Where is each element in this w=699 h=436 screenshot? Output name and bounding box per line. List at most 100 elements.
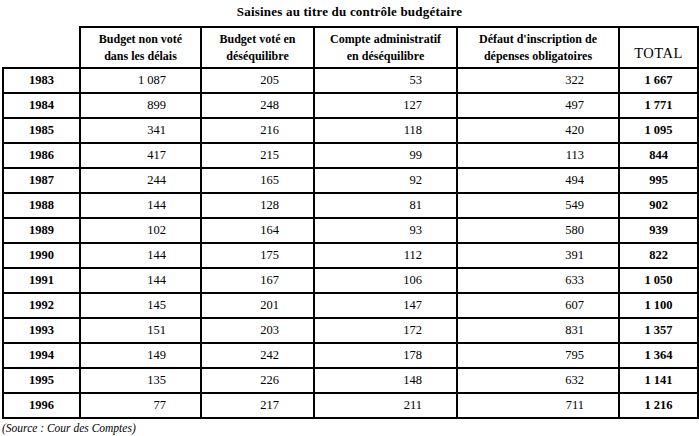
value-cell: 99	[314, 143, 457, 168]
value-cell: 217	[201, 393, 314, 418]
value-cell: 167	[201, 268, 314, 293]
value-cell: 341	[80, 118, 201, 143]
value-cell: 145	[80, 293, 201, 318]
table-row: 19951352261486321 141	[3, 368, 698, 393]
table-row: 19941492421787951 364	[3, 343, 698, 368]
total-cell: 902	[619, 193, 698, 218]
column-header-compte-administratif: Compte administratif en déséquilibre	[314, 27, 457, 68]
value-cell: 711	[457, 393, 619, 418]
value-cell: 144	[80, 243, 201, 268]
value-cell: 494	[457, 168, 619, 193]
year-cell: 1983	[3, 68, 80, 93]
year-cell: 1989	[3, 218, 80, 243]
year-cell: 1992	[3, 293, 80, 318]
value-cell: 607	[457, 293, 619, 318]
table-row: 19848992481274971 771	[3, 93, 698, 118]
value-cell: 244	[80, 168, 201, 193]
value-cell: 216	[201, 118, 314, 143]
year-cell: 1990	[3, 243, 80, 268]
value-cell: 148	[314, 368, 457, 393]
source-note: (Source : Cour des Comptes)	[2, 422, 699, 434]
value-cell: 106	[314, 268, 457, 293]
year-cell: 1995	[3, 368, 80, 393]
value-cell: 118	[314, 118, 457, 143]
total-cell: 939	[619, 218, 698, 243]
table-row: 198910216493580939	[3, 218, 698, 243]
value-cell: 205	[201, 68, 314, 93]
table-body: 19831 087205533221 66719848992481274971 …	[3, 68, 698, 418]
value-cell: 92	[314, 168, 457, 193]
year-cell: 1986	[3, 143, 80, 168]
table-row: 19853412161184201 095	[3, 118, 698, 143]
value-cell: 175	[201, 243, 314, 268]
value-cell: 93	[314, 218, 457, 243]
value-cell: 135	[80, 368, 201, 393]
total-cell: 1 100	[619, 293, 698, 318]
table-row: 1996772172117111 216	[3, 393, 698, 418]
corner-empty-cell	[3, 27, 80, 68]
value-cell: 420	[457, 118, 619, 143]
page-title: Saisines au titre du contrôle budgétaire	[0, 0, 699, 20]
total-cell: 1 050	[619, 268, 698, 293]
total-cell: 1 667	[619, 68, 698, 93]
value-cell: 203	[201, 318, 314, 343]
value-cell: 144	[80, 193, 201, 218]
value-cell: 164	[201, 218, 314, 243]
value-cell: 201	[201, 293, 314, 318]
table-row: 19931512031728311 357	[3, 318, 698, 343]
value-cell: 248	[201, 93, 314, 118]
value-cell: 178	[314, 343, 457, 368]
value-cell: 151	[80, 318, 201, 343]
value-cell: 53	[314, 68, 457, 93]
value-cell: 215	[201, 143, 314, 168]
year-cell: 1985	[3, 118, 80, 143]
value-cell: 242	[201, 343, 314, 368]
value-cell: 549	[457, 193, 619, 218]
table-row: 19921452011476071 100	[3, 293, 698, 318]
value-cell: 831	[457, 318, 619, 343]
table-row: 198814412881549902	[3, 193, 698, 218]
value-cell: 112	[314, 243, 457, 268]
column-header-budget-non-vote: Budget non voté dans les délais	[80, 27, 201, 68]
value-cell: 391	[457, 243, 619, 268]
year-cell: 1993	[3, 318, 80, 343]
value-cell: 81	[314, 193, 457, 218]
year-cell: 1994	[3, 343, 80, 368]
value-cell: 322	[457, 68, 619, 93]
value-cell: 127	[314, 93, 457, 118]
table-row: 19831 087205533221 667	[3, 68, 698, 93]
table-row: 198724416592494995	[3, 168, 698, 193]
year-cell: 1996	[3, 393, 80, 418]
value-cell: 113	[457, 143, 619, 168]
value-cell: 144	[80, 268, 201, 293]
document-page: Saisines au titre du contrôle budgétaire…	[0, 0, 699, 436]
column-header-budget-vote: Budget voté en déséquilibre	[201, 27, 314, 68]
value-cell: 1 087	[80, 68, 201, 93]
value-cell: 226	[201, 368, 314, 393]
total-cell: 1 095	[619, 118, 698, 143]
total-cell: 844	[619, 143, 698, 168]
year-cell: 1987	[3, 168, 80, 193]
saisines-table: Budget non voté dans les délais Budget v…	[2, 26, 699, 419]
total-cell: 1 771	[619, 93, 698, 118]
year-cell: 1988	[3, 193, 80, 218]
value-cell: 128	[201, 193, 314, 218]
total-cell: 995	[619, 168, 698, 193]
total-cell: 822	[619, 243, 698, 268]
table-row: 19911441671066331 050	[3, 268, 698, 293]
table-row: 198641721599113844	[3, 143, 698, 168]
value-cell: 417	[80, 143, 201, 168]
column-header-total: TOTAL	[619, 27, 698, 68]
value-cell: 147	[314, 293, 457, 318]
value-cell: 497	[457, 93, 619, 118]
value-cell: 795	[457, 343, 619, 368]
value-cell: 102	[80, 218, 201, 243]
header-row: Budget non voté dans les délais Budget v…	[3, 27, 698, 68]
total-cell: 1 141	[619, 368, 698, 393]
value-cell: 172	[314, 318, 457, 343]
value-cell: 632	[457, 368, 619, 393]
table-row: 1990144175112391822	[3, 243, 698, 268]
value-cell: 77	[80, 393, 201, 418]
total-cell: 1 364	[619, 343, 698, 368]
year-cell: 1991	[3, 268, 80, 293]
